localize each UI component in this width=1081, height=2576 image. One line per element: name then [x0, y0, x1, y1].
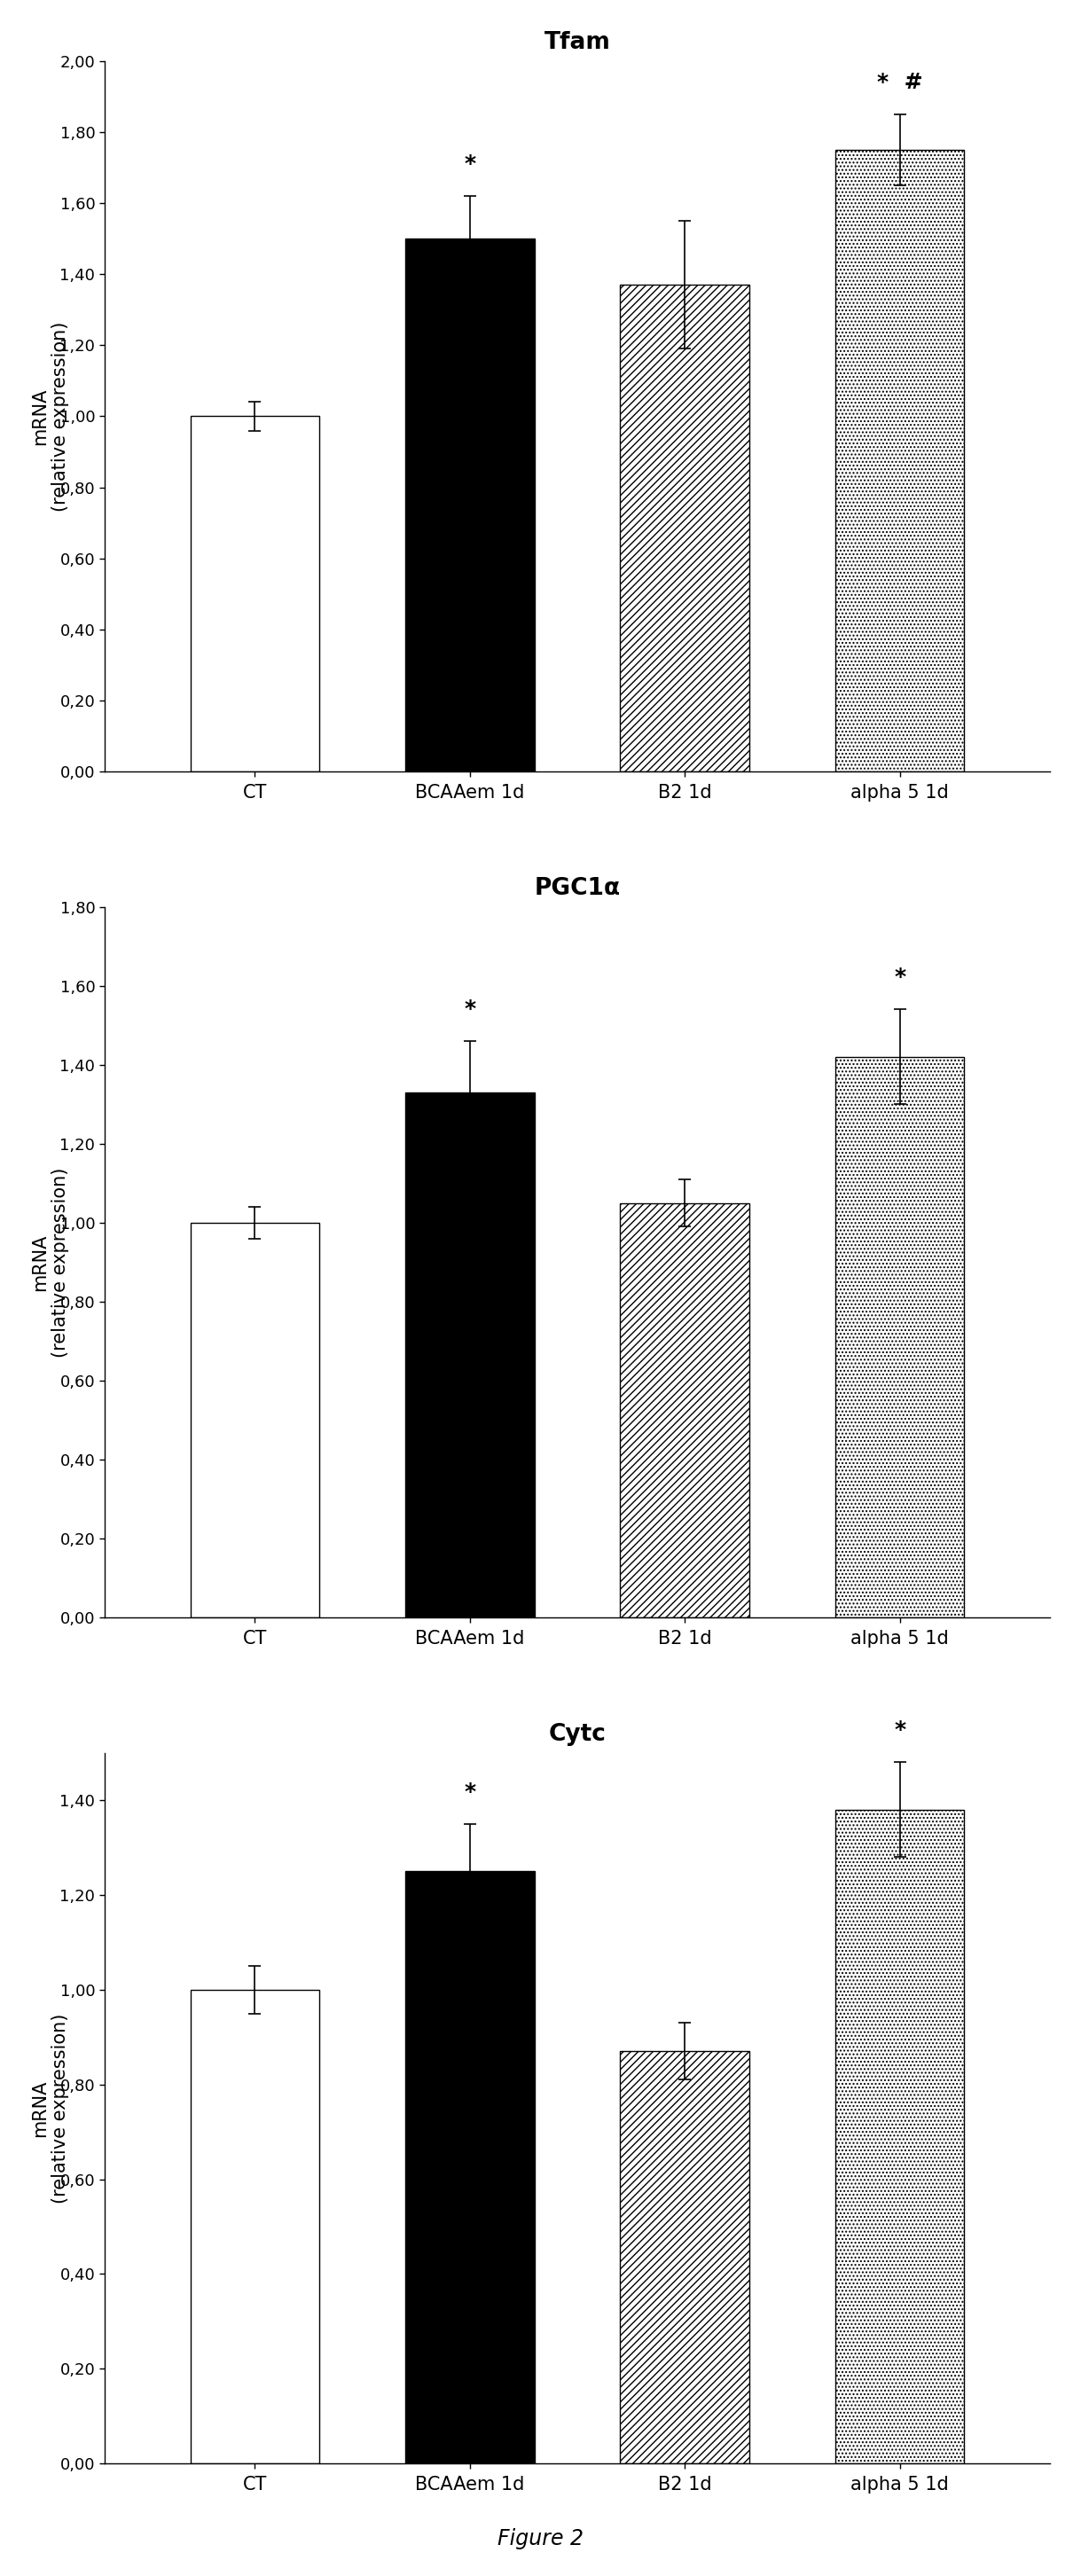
Bar — [405, 1870, 534, 2463]
Bar — [405, 1092, 534, 1618]
Bar — [190, 417, 319, 773]
Bar — [836, 1808, 964, 2463]
Title: Tfam: Tfam — [544, 31, 611, 54]
Bar — [620, 2050, 749, 2463]
Text: *: * — [464, 999, 476, 1020]
Text: *: * — [894, 966, 906, 989]
Text: *  #: * # — [877, 72, 922, 93]
Y-axis label: mRNA
(relative expression): mRNA (relative expression) — [30, 1167, 69, 1358]
Bar — [405, 240, 534, 773]
Title: Cytc: Cytc — [548, 1723, 606, 1747]
Bar — [190, 1224, 319, 1618]
Y-axis label: mRNA
(relative expression): mRNA (relative expression) — [30, 322, 69, 513]
Title: PGC1α: PGC1α — [534, 876, 620, 899]
Bar — [836, 149, 964, 773]
Text: *: * — [464, 155, 476, 175]
Bar — [836, 1056, 964, 1618]
Text: *: * — [894, 1721, 906, 1741]
Bar — [620, 286, 749, 773]
Bar — [190, 1989, 319, 2463]
Text: *: * — [464, 1780, 476, 1803]
Y-axis label: mRNA
(relative expression): mRNA (relative expression) — [30, 2012, 69, 2202]
Bar — [620, 1203, 749, 1618]
Text: Figure 2: Figure 2 — [497, 2527, 584, 2550]
